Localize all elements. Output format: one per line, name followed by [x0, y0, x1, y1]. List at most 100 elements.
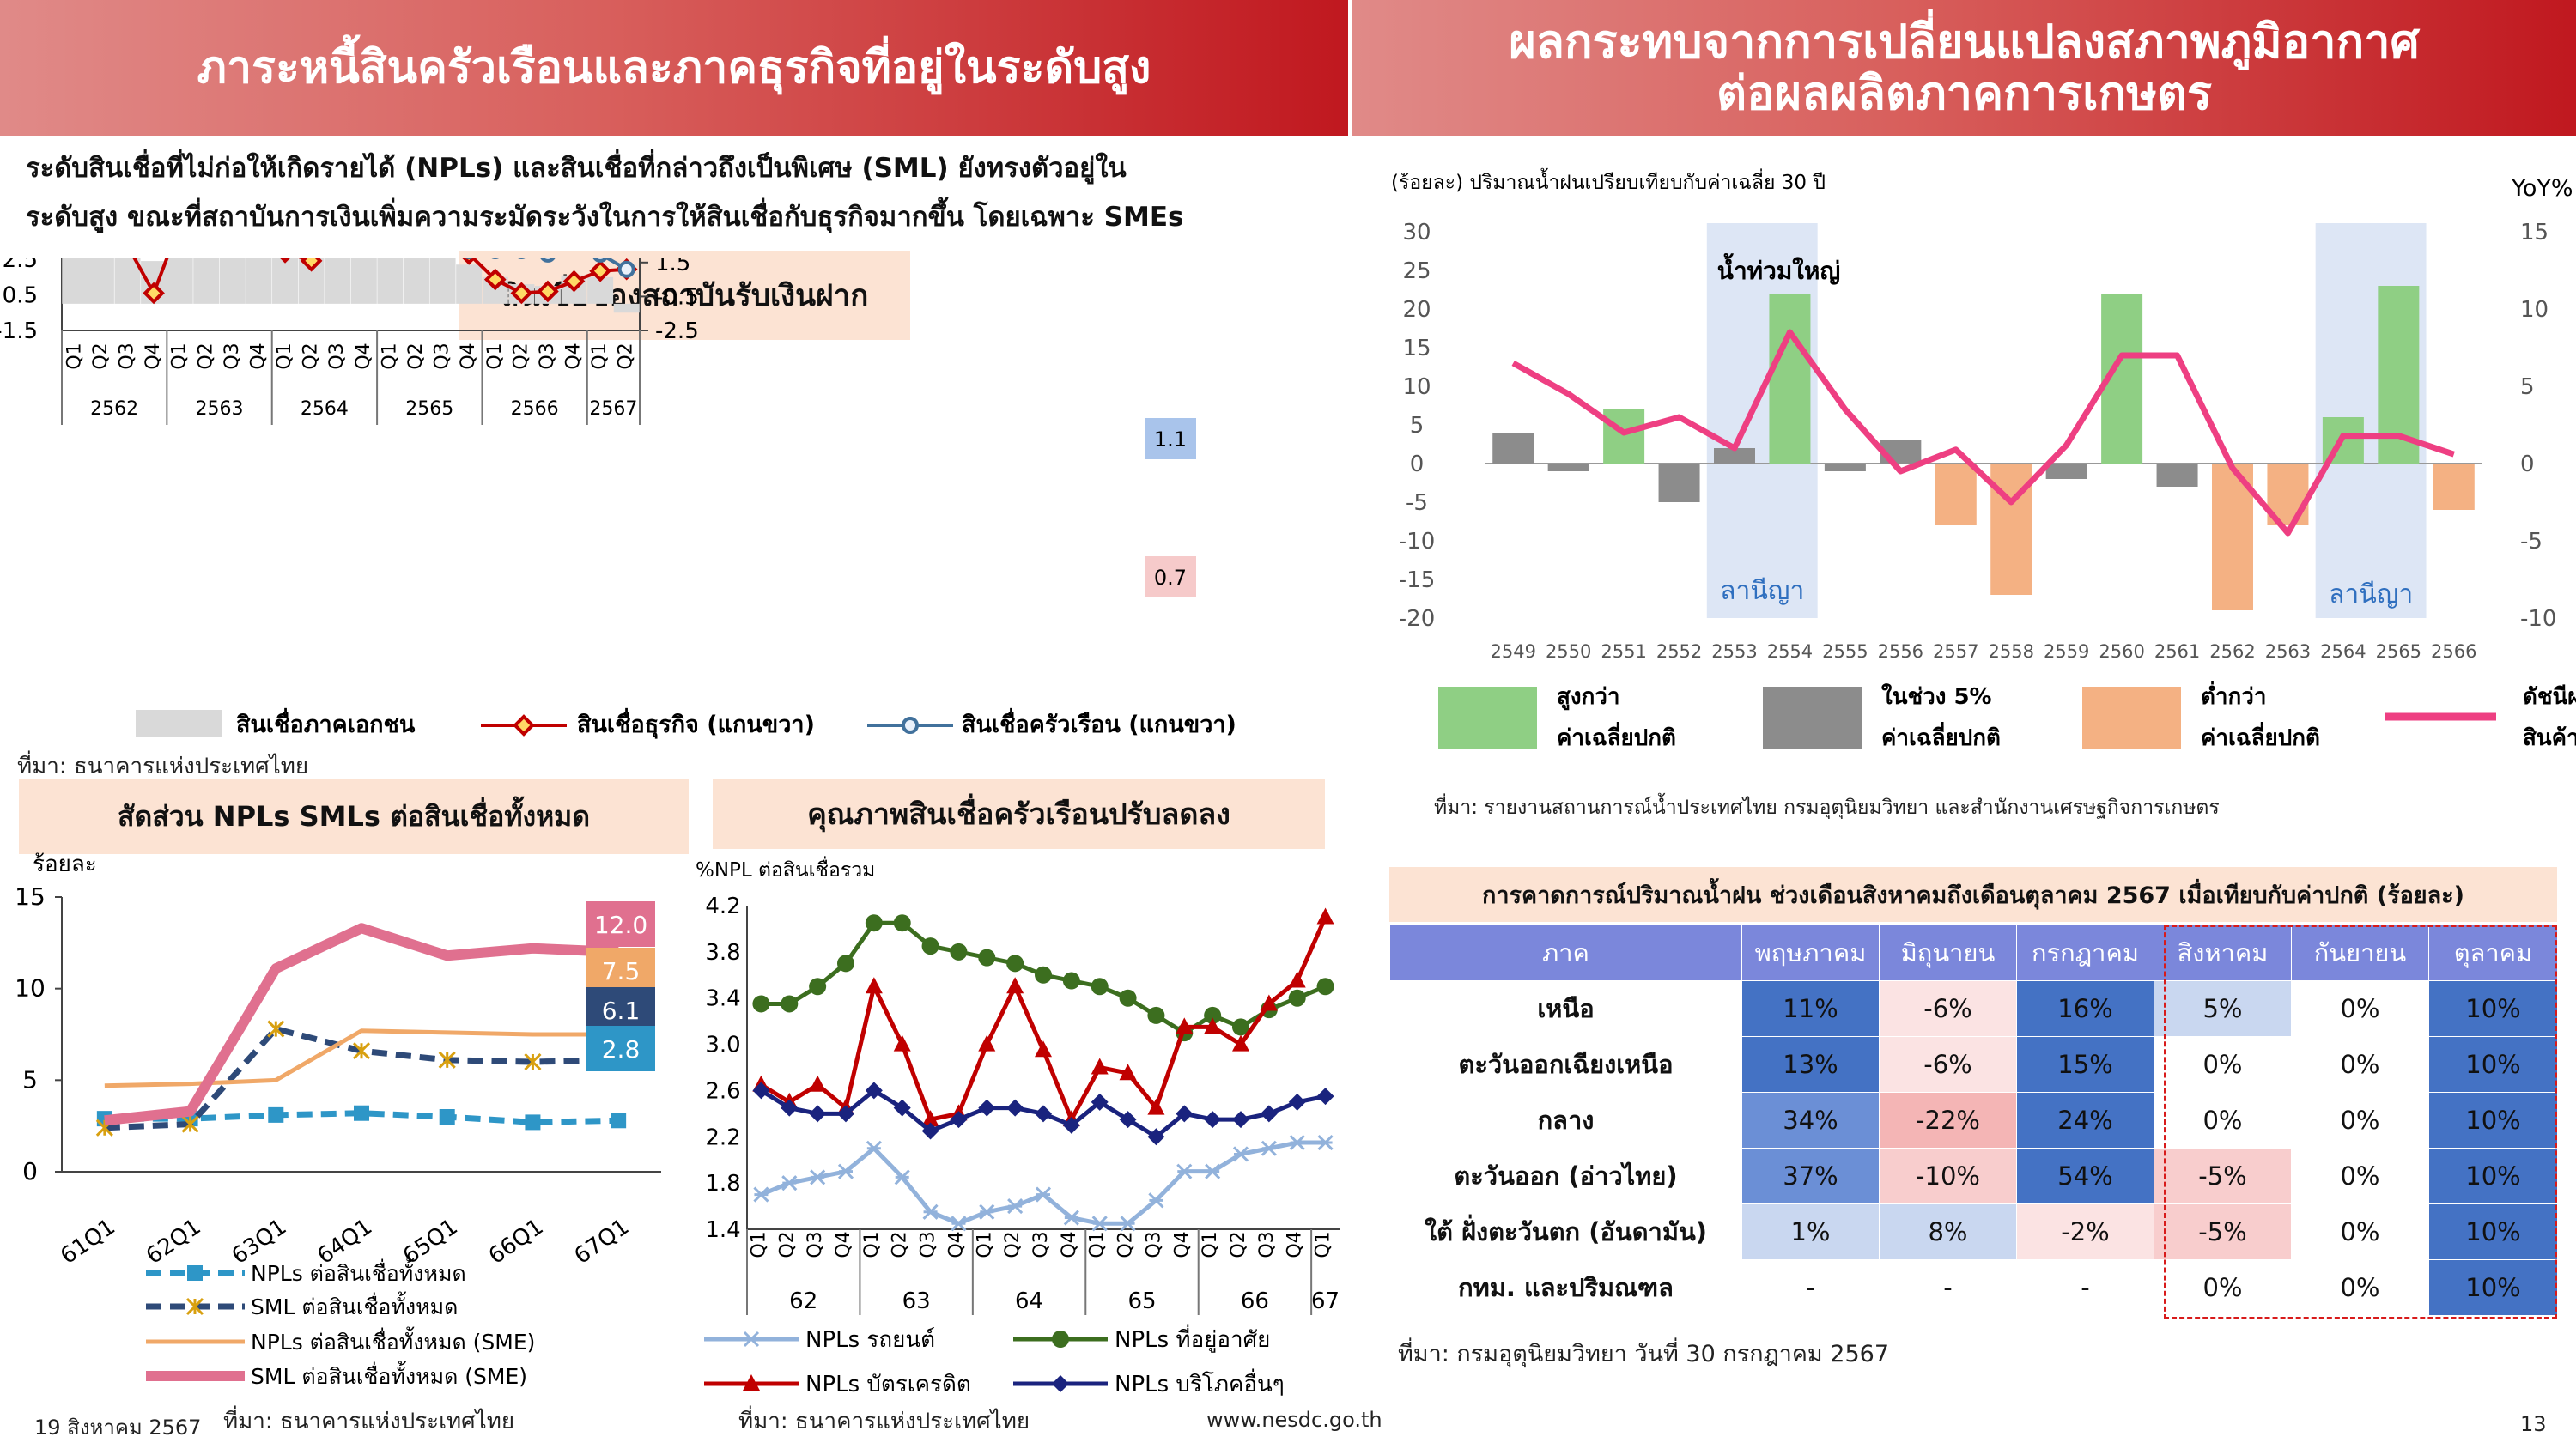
- forecast-cell: 10%: [2428, 1092, 2558, 1149]
- hq-marker-3: [950, 1111, 968, 1129]
- hq-marker-3: [781, 1099, 799, 1117]
- hq-marker-0: [1063, 1210, 1079, 1226]
- hq-x-quarter: Q4: [1285, 1231, 1306, 1258]
- annotation-lanina-2: ลานีญา: [2329, 579, 2413, 609]
- hq-marker-3: [1091, 1093, 1109, 1111]
- forecast-cell: -: [1879, 1259, 2017, 1316]
- x-year-label: 2566: [511, 398, 559, 420]
- marker-business-credit: [537, 280, 559, 303]
- right-header: ผลกระทบจากการเปลี่ยนแปลงสภาพภูมิอากาศ ต่อ…: [1352, 0, 2576, 136]
- hq-marker-0: [810, 1169, 826, 1185]
- x-quarter-label: Q3: [432, 343, 453, 369]
- npl-line-2: [104, 1028, 619, 1088]
- npl-marker-1: [267, 1020, 285, 1038]
- forecast-cell: -5%: [2154, 1203, 2292, 1260]
- hq-marker-1: [1006, 955, 1024, 973]
- forecast-cell: -: [1741, 1259, 1880, 1316]
- npl-legend-marker: [185, 1297, 204, 1316]
- hq-year-label: 67: [1311, 1288, 1340, 1314]
- business-end-label-bg: [1145, 556, 1196, 597]
- forecast-cell: -10%: [1879, 1148, 2017, 1204]
- forecast-cell: 0%: [2291, 980, 2429, 1037]
- forecast-cell: 10%: [2428, 1259, 2558, 1316]
- hq-marker-2: [1035, 1040, 1052, 1058]
- forecast-title-text: การคาดการณ์ปริมาณน้ำฝน ช่วงเดือนสิงหาคมถ…: [1482, 882, 2464, 909]
- hq-x-quarter: Q4: [945, 1231, 967, 1258]
- hq-marker-1: [752, 995, 770, 1013]
- hq-marker-2: [865, 977, 883, 994]
- x-quarter-label: Q3: [537, 343, 558, 369]
- rain-x-label: 2552: [1656, 641, 1702, 662]
- footer-website[interactable]: www.nesdc.go.th: [1206, 1408, 1382, 1432]
- deposit-credit-title: สินเชื่อของสถาบันรับเงินฝาก: [459, 251, 910, 340]
- npl-y-label: ร้อยละ: [33, 852, 97, 877]
- hq-marker-1: [1288, 989, 1306, 1007]
- hq-legend-label: NPLs รถยนต์: [805, 1327, 935, 1353]
- forecast-table: ภาค พฤษภาคม มิถุนายน กรกฎาคม สิงหาคม กันยายนต…: [1389, 925, 2558, 1316]
- npl-marker-1: [524, 1052, 542, 1071]
- forecast-region: เหนือ: [1389, 980, 1742, 1037]
- npl-y-tick: 0: [22, 1157, 38, 1185]
- forecast-cell: 11%: [1741, 980, 1880, 1037]
- npl-end-label: 7.5: [602, 957, 641, 985]
- forecast-cell: 24%: [2016, 1092, 2154, 1149]
- forecast-cell: 54%: [2016, 1148, 2154, 1204]
- x-quarter-label: Q2: [510, 343, 532, 369]
- bar-private-credit: [350, 258, 377, 304]
- forecast-cell: 34%: [1741, 1092, 1880, 1149]
- bar-private-credit: [272, 258, 299, 304]
- hq-marker-1: [865, 914, 883, 932]
- npl-end-label-bg: [586, 1026, 655, 1071]
- x-quarter-label: Q2: [90, 343, 112, 369]
- npl-x-label: 62Q1: [142, 1214, 206, 1270]
- hq-marker-1: [809, 978, 827, 996]
- y2-tick-label: 1.5: [655, 258, 690, 276]
- hq-x-quarter: Q2: [890, 1231, 911, 1258]
- rain-y2-tick: 0: [2520, 452, 2535, 477]
- forecast-col-header: กรกฎาคม: [2016, 925, 2154, 981]
- x-quarter-label: Q2: [195, 343, 216, 369]
- rain-bar-gray: [1547, 464, 1589, 471]
- forecast-cell: 1%: [1741, 1203, 1880, 1260]
- hq-legend-marker: [743, 1331, 760, 1348]
- household-end-label: 1.1: [1154, 427, 1187, 452]
- bar-private-credit: [114, 258, 141, 304]
- hq-x-quarter: Q2: [1115, 1231, 1137, 1258]
- hq-x-quarter: Q2: [1228, 1231, 1249, 1258]
- forecast-title: การคาดการณ์ปริมาณน้ำฝน ช่วงเดือนสิงหาคมถ…: [1389, 867, 2557, 922]
- hq-marker-1: [1035, 966, 1052, 984]
- npl-legend-label: SML ต่อสินเชื่อทั้งหมด (SME): [251, 1361, 527, 1389]
- x-quarter-label: Q1: [169, 343, 191, 369]
- hq-x-quarter: Q1: [1313, 1231, 1334, 1258]
- npl-x-label: 67Q1: [570, 1214, 635, 1270]
- hq-y-tick: 3.4: [705, 986, 740, 1012]
- marker-household-credit: [617, 260, 635, 278]
- marker-business-credit: [483, 268, 507, 291]
- rainfall-chart: (ร้อยละ) ปริมาณน้ำฝนเปรียบเทียบกับค่าเฉล…: [1391, 168, 2576, 751]
- hq-x-quarter: Q1: [1200, 1231, 1221, 1258]
- rain-x-label: 2559: [2044, 641, 2089, 662]
- hq-marker-3: [1062, 1116, 1080, 1134]
- forecast-source: ที่มา: กรมอุตุนิยมวิทยา วันที่ 30 กรกฎาค…: [1398, 1341, 1890, 1367]
- marker-business-credit: [143, 282, 165, 305]
- hq-marker-3: [893, 1099, 911, 1117]
- hq-marker-1: [781, 995, 799, 1013]
- hq-legend-label: NPLs บัตรเครดิต: [805, 1372, 971, 1397]
- x-quarter-label: Q4: [458, 343, 479, 369]
- x-quarter-label: Q1: [274, 343, 295, 369]
- annotation-flood: น้ำท่วมใหญ่: [1717, 252, 1841, 285]
- forecast-col-header: ภาค: [1389, 925, 1742, 981]
- marker-household-credit: [592, 258, 609, 263]
- footer-date: 19 สิงหาคม 2567: [34, 1416, 202, 1440]
- hq-marker-3: [809, 1105, 827, 1123]
- rain-y-tick: 0: [1410, 452, 1425, 477]
- hq-marker-2: [1232, 1034, 1249, 1052]
- hq-legend-label: NPLs บริโภคอื่นๆ: [1115, 1368, 1285, 1397]
- hq-marker-1: [893, 914, 911, 932]
- rain-legend-label-1: ในช่วง 5%: [1881, 683, 1992, 710]
- right-header-title-2: ต่อผลผลิตภาคการเกษตร: [1716, 66, 2212, 120]
- rain-x-label: 2562: [2209, 641, 2255, 662]
- hq-x-quarter: Q3: [918, 1231, 939, 1258]
- rain-bar-green: [1603, 409, 1645, 464]
- x-quarter-label: Q3: [222, 343, 243, 369]
